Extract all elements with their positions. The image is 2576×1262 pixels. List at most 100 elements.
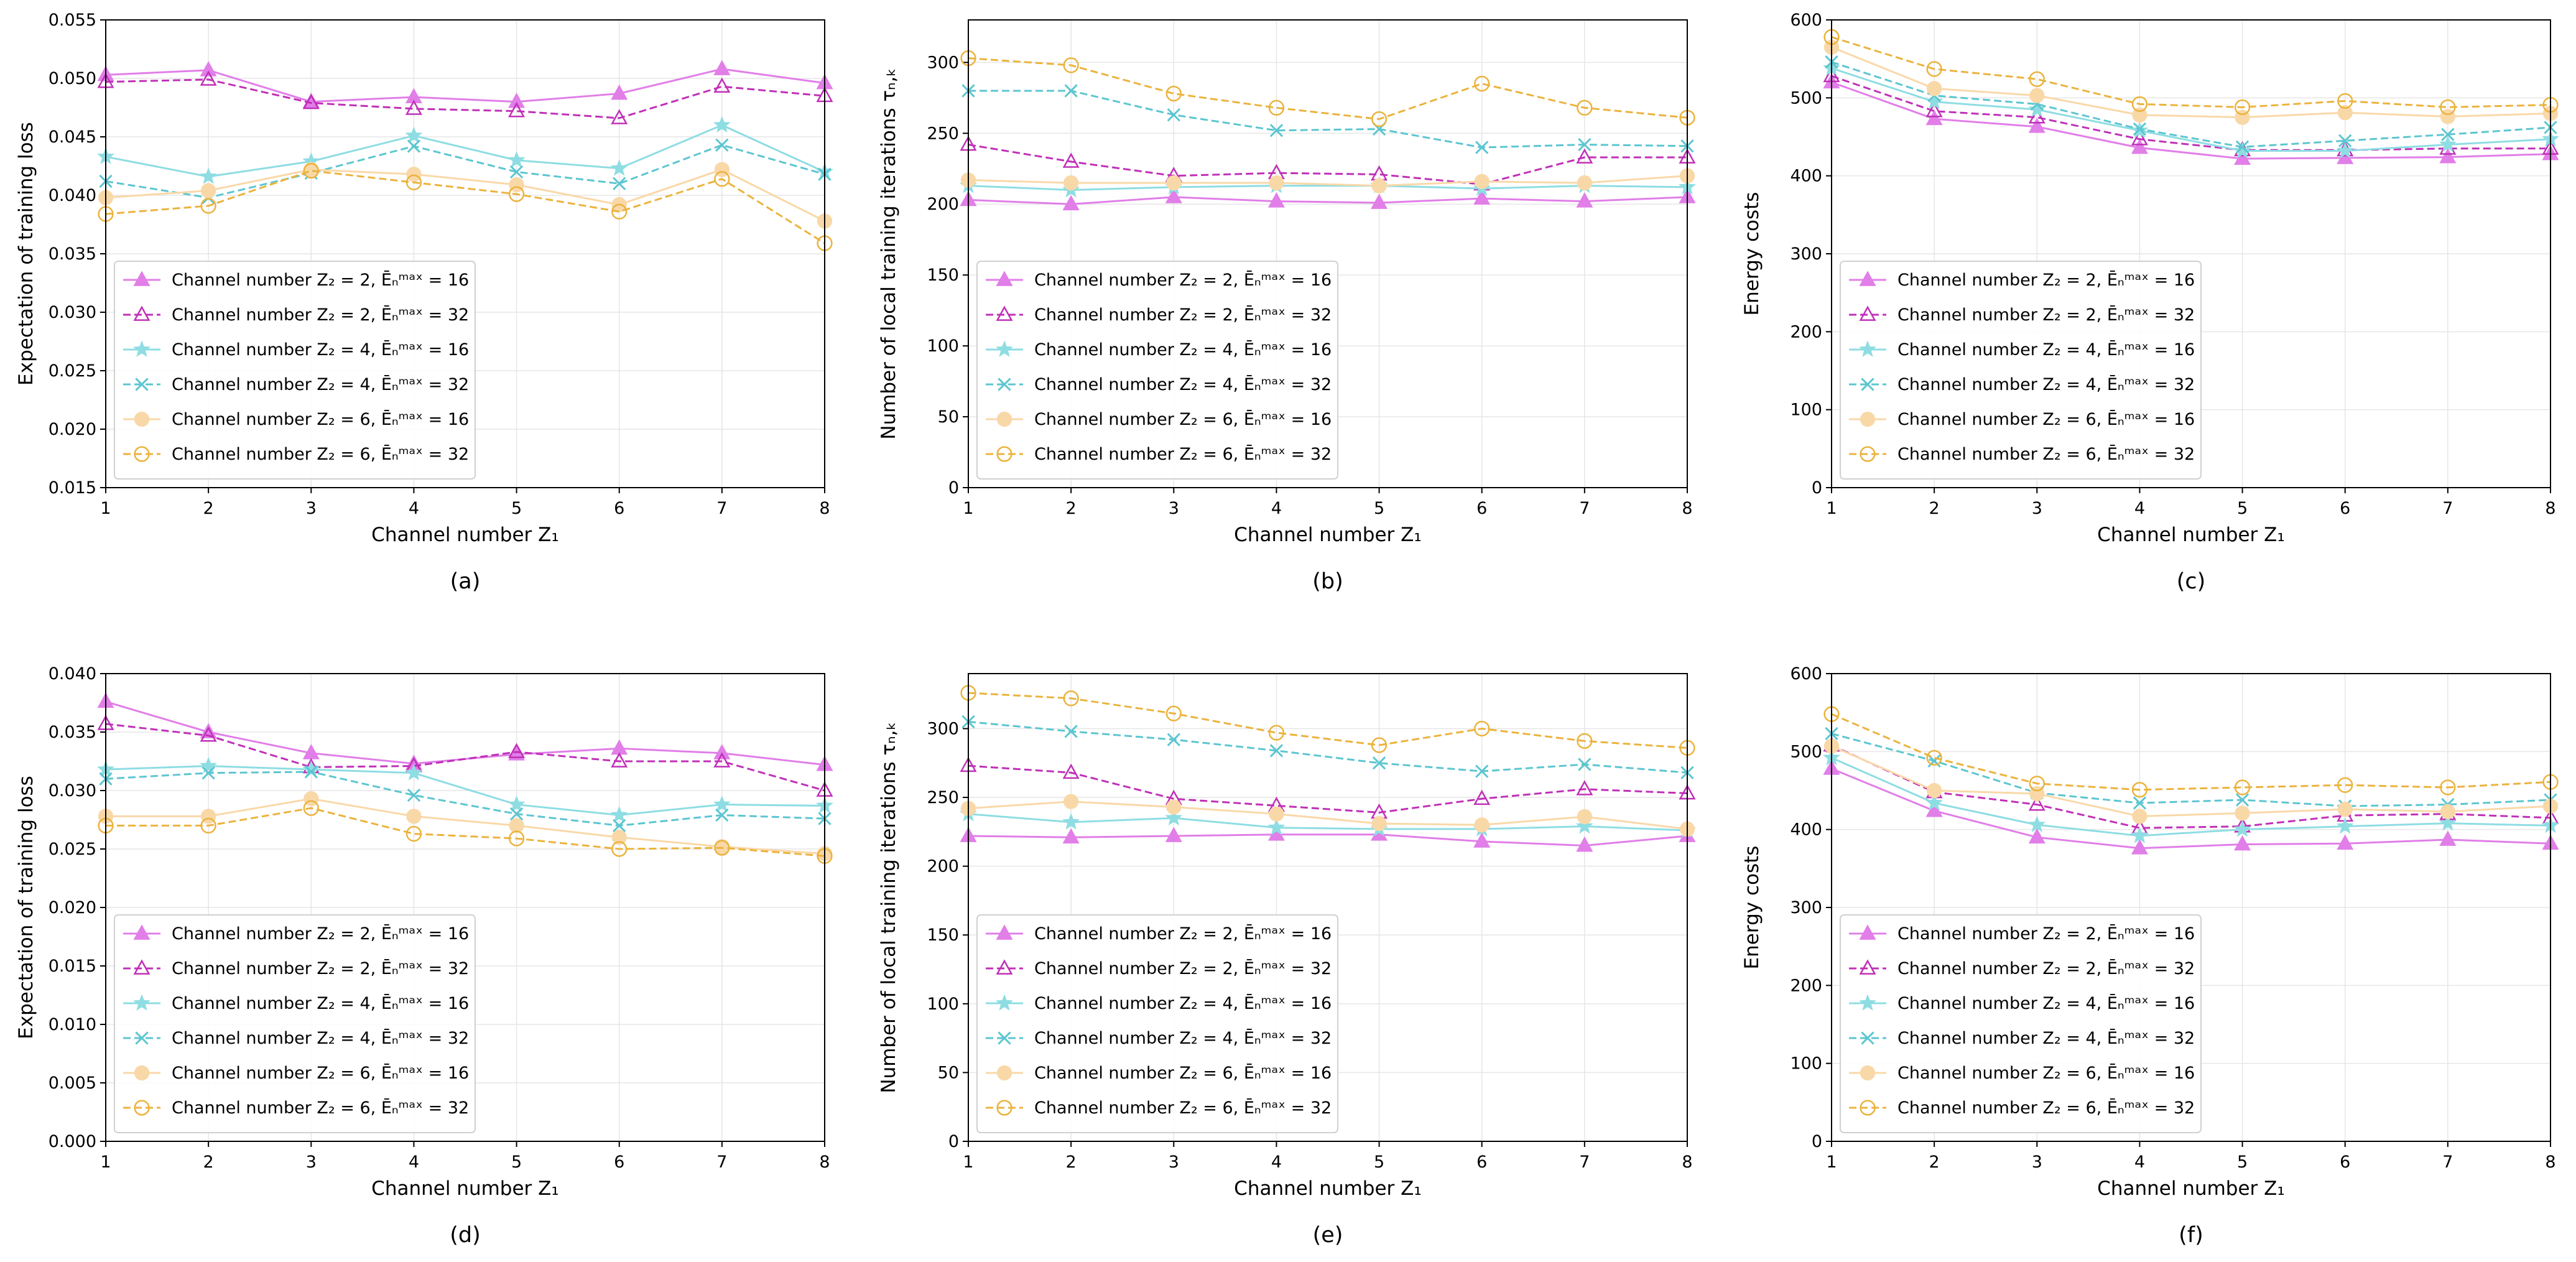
data-point: [2441, 128, 2455, 141]
data-point: [2131, 782, 2148, 798]
legend-box: [1840, 261, 2202, 480]
x-tick-label: 6: [2340, 499, 2350, 518]
data-point: [200, 198, 216, 214]
y-tick-label: 0.015: [49, 478, 96, 498]
y-axis-label: Number of local training iterations τₙ,ₖ: [878, 721, 900, 1093]
legend-box: [114, 261, 476, 480]
series-line: [1831, 756, 2551, 837]
data-point: [507, 151, 526, 168]
data-point: [2233, 820, 2251, 837]
legend-box: [976, 914, 1338, 1133]
y-tick-label: 600: [1790, 664, 1822, 684]
series-line: [968, 720, 1688, 774]
y-tick-label: 300: [927, 53, 959, 72]
data-point: [1926, 782, 1942, 799]
data-point: [1926, 61, 1942, 77]
data-point: [509, 165, 524, 179]
series-line: [105, 124, 825, 178]
x-tick-label: 7: [2442, 499, 2453, 518]
data-point: [405, 764, 423, 781]
x-tick-label: 5: [511, 1153, 522, 1172]
data-point: [1371, 815, 1387, 832]
data-point: [1474, 720, 1490, 737]
legend-marker: [1859, 994, 1876, 1011]
plot-frame: [1831, 673, 2551, 1142]
legend-label: Channel number Z₂ = 6, Ēₙᵐᵃˣ = 16: [1034, 1064, 1332, 1083]
y-tick-label: 0: [948, 1132, 959, 1151]
data-point: [407, 139, 421, 153]
series-line: [968, 800, 1688, 830]
x-tick-label: 7: [1579, 1153, 1590, 1172]
legend-label: Channel number Z₂ = 2, Ēₙᵐᵃˣ = 16: [1034, 271, 1332, 290]
x-tick-label: 2: [1929, 499, 1940, 518]
y-tick-label: 100: [927, 995, 959, 1014]
x-tick-label: 1: [963, 1153, 973, 1172]
data-point: [2234, 149, 2251, 165]
series-line: [1831, 81, 2551, 160]
x-tick-label: 7: [2442, 1153, 2453, 1172]
data-point: [1925, 109, 1943, 126]
plot-frame: [968, 19, 1688, 488]
legend-marker: [998, 1031, 1011, 1045]
data-point: [508, 743, 526, 758]
data-point: [1269, 124, 1284, 137]
data-point: [1267, 192, 1285, 208]
data-point: [1063, 690, 1079, 707]
data-point: [2131, 839, 2148, 855]
chart-panel: 0 100 200 300 400 500 600 1 2 3 4 5 6 7 8 Channel numbe…: [1741, 664, 2559, 1248]
legend-label: Channel number Z₂ = 6, Ēₙᵐᵃˣ = 32: [1034, 445, 1332, 464]
data-point: [1578, 758, 1591, 771]
data-point: [1371, 737, 1388, 753]
x-tick-label: 5: [1374, 499, 1384, 518]
y-tick-label: 400: [1790, 820, 1822, 840]
series-line: [968, 90, 1688, 149]
x-tick-label: 3: [1169, 1153, 1179, 1172]
data-point: [2131, 138, 2148, 154]
data-point: [1062, 195, 1080, 211]
data-point: [611, 752, 628, 768]
data-point: [2440, 99, 2456, 116]
x-axis-label: Channel number Z₁: [371, 1177, 559, 1200]
chart-panel: 0.000 0.005 0.010 0.015 0.020 0.025 0.030 0.035…: [15, 664, 833, 1248]
y-tick-label: 0.005: [49, 1074, 96, 1093]
data-point: [1166, 175, 1182, 191]
data-point: [2337, 801, 2353, 817]
data-point: [202, 766, 215, 780]
x-tick-label: 6: [614, 1153, 624, 1172]
data-point: [2235, 140, 2249, 154]
data-point: [2028, 108, 2046, 124]
y-tick-label: 300: [1790, 898, 1822, 917]
y-tick-label: 0.020: [49, 898, 96, 917]
legend-box: [114, 914, 476, 1133]
legend-marker: [1860, 1065, 1876, 1081]
data-point: [713, 744, 731, 759]
data-point: [1577, 100, 1593, 116]
legend-marker: [996, 959, 1013, 975]
legend-label: Channel number Z₂ = 2, Ēₙᵐᵃˣ = 32: [172, 305, 469, 325]
data-point: [405, 174, 422, 190]
legend-label: Channel number Z₂ = 2, Ēₙᵐᵃˣ = 32: [1034, 305, 1332, 325]
data-point: [1062, 828, 1080, 844]
data-point: [2133, 122, 2147, 136]
y-tick-label: 0: [1812, 478, 1822, 498]
data-point: [2233, 141, 2251, 159]
data-point: [1371, 193, 1388, 209]
y-tick-label: 400: [1790, 167, 1822, 186]
y-tick-label: 0: [948, 478, 959, 498]
series-line: [105, 169, 825, 222]
series-line: [105, 723, 825, 792]
data-point: [2132, 809, 2147, 824]
data-point: [200, 183, 216, 198]
data-point: [2439, 814, 2457, 831]
x-tick-label: 2: [1066, 1153, 1077, 1172]
y-tick-label: 200: [1790, 976, 1822, 995]
legend-marker: [134, 411, 150, 427]
data-point: [1165, 188, 1182, 203]
data-point: [508, 830, 525, 847]
data-point: [1062, 152, 1080, 168]
data-point: [2131, 130, 2148, 146]
legend-marker: [996, 1100, 1012, 1116]
data-point: [508, 102, 526, 118]
legend-label: Channel number Z₂ = 4, Ēₙᵐᵃˣ = 32: [172, 375, 469, 394]
series-line: [106, 797, 825, 855]
